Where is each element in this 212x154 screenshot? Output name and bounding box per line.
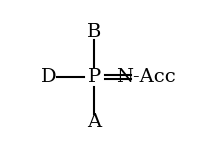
Text: N-Acc: N-Acc <box>116 68 176 86</box>
Text: A: A <box>87 113 101 131</box>
Text: D: D <box>41 68 57 86</box>
Text: B: B <box>87 23 101 41</box>
Text: P: P <box>88 68 101 86</box>
